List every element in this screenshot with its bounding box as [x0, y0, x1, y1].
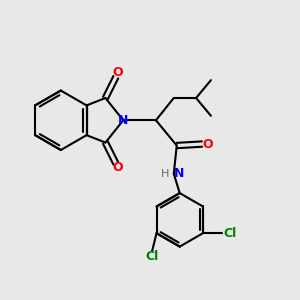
Text: H: H	[161, 169, 169, 179]
Text: N: N	[118, 114, 128, 127]
Text: Cl: Cl	[146, 250, 159, 263]
Text: N: N	[174, 167, 184, 180]
Text: Cl: Cl	[223, 227, 236, 240]
Text: O: O	[112, 161, 123, 174]
Text: O: O	[112, 66, 123, 79]
Text: O: O	[202, 138, 213, 151]
